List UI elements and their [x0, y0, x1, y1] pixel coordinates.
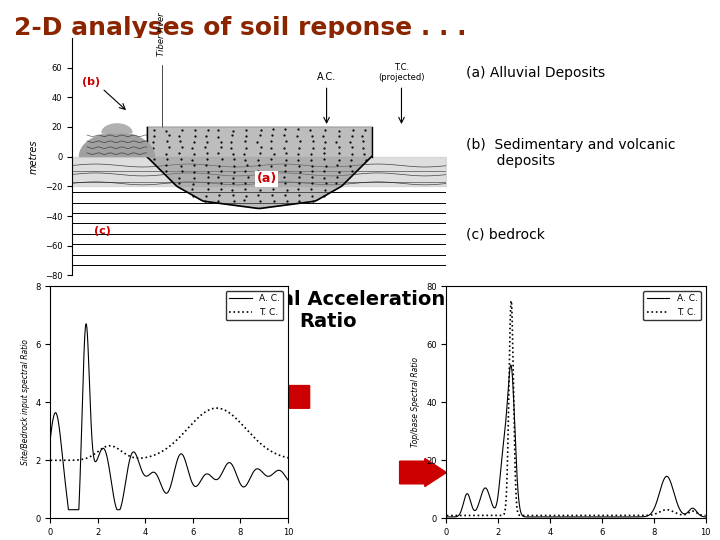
Line: A. C.: A. C.: [446, 365, 706, 517]
T. C.: [568, 512, 577, 519]
T. C.: [156, 449, 164, 456]
Polygon shape: [147, 127, 372, 208]
T. C.: [212, 405, 221, 411]
Legend: A. C., T. C.: A. C., T. C.: [225, 291, 284, 320]
Text: Spectral Acceleration
Ratio: Spectral Acceleration Ratio: [210, 290, 446, 331]
Text: 2-D analyses of soil reponse . . .: 2-D analyses of soil reponse . . .: [14, 16, 467, 40]
Polygon shape: [102, 124, 132, 133]
Line: T. C.: T. C.: [446, 301, 706, 516]
Y-axis label: Site/Bedrock input spectral Ratio: Site/Bedrock input spectral Ratio: [21, 339, 30, 465]
Text: (b): (b): [81, 77, 100, 87]
A. C.: [64, 507, 73, 513]
A. C.: [156, 478, 164, 485]
Text: (a) Alluvial Deposits: (a) Alluvial Deposits: [466, 66, 605, 80]
T. C.: [456, 512, 464, 519]
T. C.: [233, 417, 242, 423]
A. C.: [456, 510, 464, 517]
Legend: A. C., T. C.: A. C., T. C.: [643, 291, 701, 320]
Text: (b)  Sedimentary and volcanic
       deposits: (b) Sedimentary and volcanic deposits: [466, 138, 675, 168]
Text: (a): (a): [256, 172, 276, 185]
A. C.: [442, 514, 451, 520]
A. C.: [277, 468, 286, 475]
A. C.: [162, 490, 171, 496]
Y-axis label: metres: metres: [29, 139, 39, 174]
T. C.: [162, 446, 171, 452]
Polygon shape: [79, 133, 154, 157]
T. C.: [694, 510, 703, 517]
Y-axis label: Top/base Spectral Ratio: Top/base Spectral Ratio: [412, 357, 420, 447]
T. C.: [46, 457, 55, 463]
A. C.: [58, 456, 67, 463]
A. C.: [694, 510, 703, 517]
Line: T. C.: T. C.: [50, 408, 288, 460]
FancyArrow shape: [400, 458, 446, 487]
Text: Tiber river: Tiber river: [158, 12, 166, 56]
A. C.: [701, 514, 710, 520]
A. C.: [569, 514, 577, 520]
T. C.: [507, 298, 516, 304]
A. C.: [694, 510, 703, 517]
A. C.: [540, 514, 549, 520]
Line: A. C.: A. C.: [50, 324, 288, 510]
A. C.: [46, 433, 55, 440]
FancyArrow shape: [256, 383, 310, 411]
A. C.: [284, 477, 292, 483]
Text: A.C.: A.C.: [317, 72, 336, 82]
A. C.: [277, 468, 286, 475]
T. C.: [276, 453, 285, 459]
A. C.: [233, 475, 242, 481]
Text: (c): (c): [94, 226, 110, 236]
T. C.: [647, 512, 655, 518]
A. C.: [506, 362, 515, 368]
A. C.: [647, 510, 655, 517]
A. C.: [82, 321, 91, 327]
T. C.: [442, 512, 451, 519]
Text: (c) bedrock: (c) bedrock: [466, 228, 545, 242]
A. C.: [562, 514, 570, 520]
Text: T.C.
(projected): T.C. (projected): [378, 63, 425, 82]
T. C.: [58, 457, 67, 463]
T. C.: [277, 453, 286, 459]
T. C.: [694, 510, 703, 517]
T. C.: [562, 512, 570, 519]
T. C.: [701, 512, 710, 519]
T. C.: [284, 455, 292, 461]
